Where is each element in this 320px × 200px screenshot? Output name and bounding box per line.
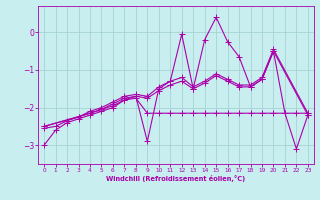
X-axis label: Windchill (Refroidissement éolien,°C): Windchill (Refroidissement éolien,°C) (106, 175, 246, 182)
